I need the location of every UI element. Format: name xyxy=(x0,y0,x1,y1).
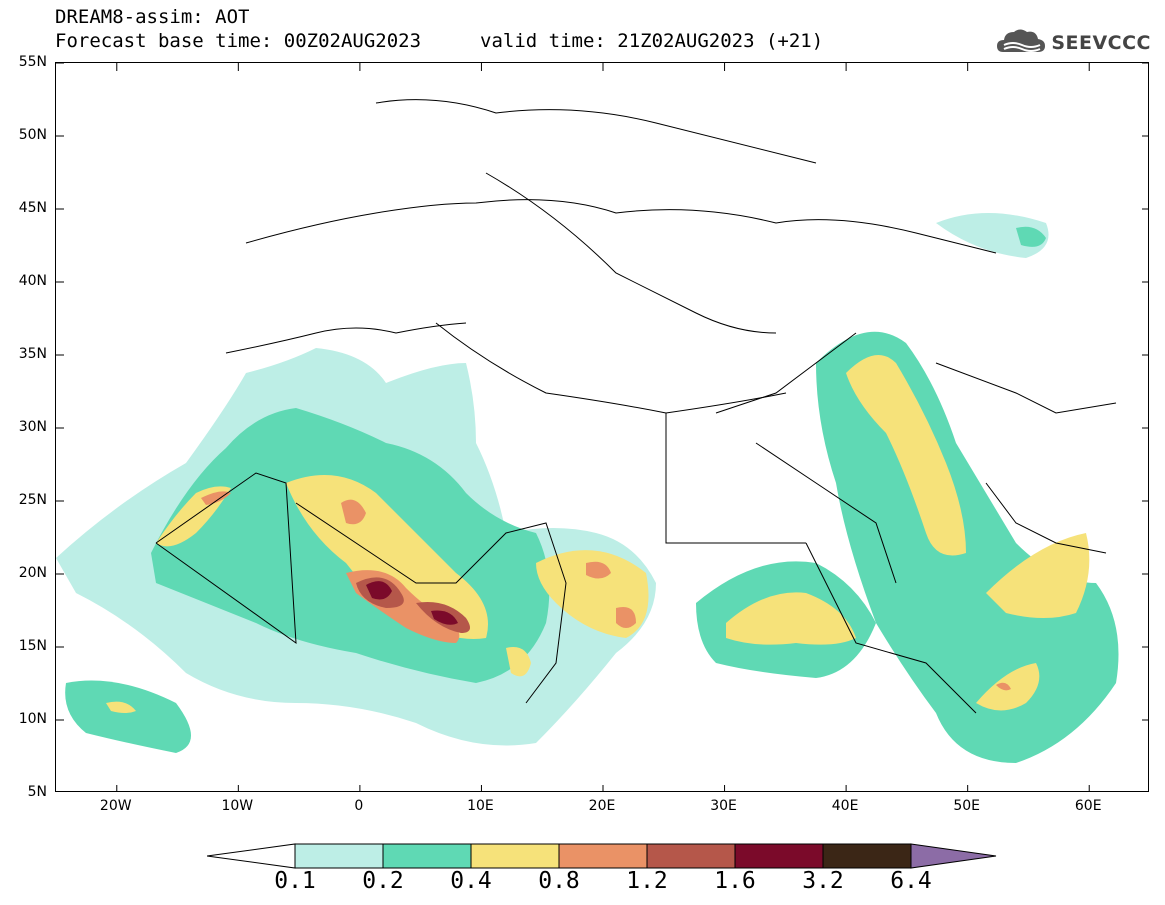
cloud-icon xyxy=(995,26,1047,60)
map-title: DREAM8-assim: AOT xyxy=(55,6,250,28)
forecast-base-time: Forecast base time: 00Z02AUG2023 valid ti… xyxy=(55,30,823,52)
lat-ticks xyxy=(56,63,1148,721)
lon-label: 0 xyxy=(354,798,364,814)
base-time-text: Forecast base time: 00Z02AUG2023 xyxy=(55,30,422,52)
colorbar-swatch-3-2 xyxy=(822,843,912,869)
seevccc-logo: SEEVCCC xyxy=(995,26,1151,60)
colorbar-label: 0.8 xyxy=(538,868,580,894)
colorbar-swatch-0-2 xyxy=(382,843,472,869)
colorbar-label: 0.2 xyxy=(362,868,404,894)
lon-label: 10W xyxy=(221,798,254,814)
lat-label: 25N xyxy=(18,492,47,508)
lon-label: 40E xyxy=(831,798,859,814)
lon-label: 10E xyxy=(467,798,494,814)
aot-map xyxy=(55,62,1149,792)
lat-label: 55N xyxy=(18,54,47,70)
colorbar-label: 1.2 xyxy=(626,868,668,894)
colorbar-label: 6.4 xyxy=(890,868,932,894)
valid-time-text: valid time: 21Z02AUG2023 (+21) xyxy=(480,30,824,52)
lat-label: 45N xyxy=(18,200,47,216)
lat-label: 10N xyxy=(18,711,47,727)
colorbar-swatch-0-4 xyxy=(470,843,560,869)
lat-label: 40N xyxy=(18,273,47,289)
aot-field xyxy=(56,213,1119,763)
colorbar-above-triangle xyxy=(910,843,997,869)
logo-text: SEEVCCC xyxy=(1051,32,1151,54)
lat-label: 15N xyxy=(18,638,47,654)
lon-label: 60E xyxy=(1074,798,1102,814)
colorbar-swatch-1-2 xyxy=(646,843,736,869)
colorbar-below-triangle xyxy=(207,843,296,869)
lon-ticks xyxy=(116,63,1090,791)
lat-label: 50N xyxy=(18,127,47,143)
colorbar-label: 0.1 xyxy=(274,868,316,894)
lon-label: 50E xyxy=(953,798,980,814)
colorbar-swatch-0-1 xyxy=(294,843,384,869)
colorbar xyxy=(207,843,997,869)
lon-label: 20E xyxy=(588,798,616,814)
colorbar-label: 1.6 xyxy=(714,868,756,894)
lat-label: 20N xyxy=(18,565,47,581)
colorbar-swatch-0-8 xyxy=(558,843,648,869)
lon-label: 30E xyxy=(710,798,737,814)
colorbar-label: 0.4 xyxy=(450,868,492,894)
lat-label: 5N xyxy=(27,784,47,800)
lat-label: 30N xyxy=(18,419,47,435)
country-borders xyxy=(155,99,1117,714)
colorbar-swatch-1-6 xyxy=(734,843,824,869)
lat-label: 35N xyxy=(18,346,47,362)
colorbar-label: 3.2 xyxy=(802,868,844,894)
lon-label: 20W xyxy=(99,798,132,814)
